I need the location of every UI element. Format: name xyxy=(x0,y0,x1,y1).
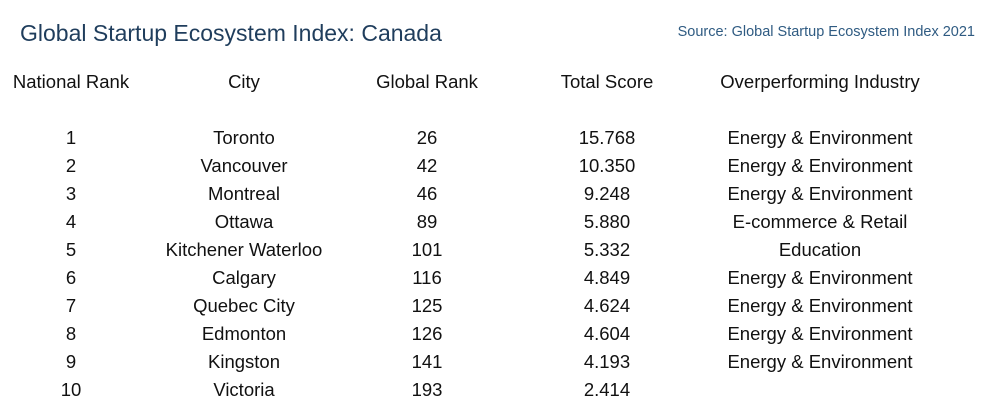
national-rank-cell: 2 xyxy=(65,155,77,176)
total-score-cell: 5.880 xyxy=(583,211,631,232)
global-rank-cell: 141 xyxy=(411,351,443,372)
city-cell: Toronto xyxy=(213,127,275,148)
total-score-cell: 4.849 xyxy=(583,267,631,288)
header-global-rank: Global Rank xyxy=(376,71,478,92)
city-cell: Victoria xyxy=(213,379,275,400)
total-score-cell: 2.414 xyxy=(583,379,631,400)
industry-cell: Energy & Environment xyxy=(727,127,913,148)
page-title: Global Startup Ecosystem Index: Canada xyxy=(20,20,442,46)
national-rank-cell: 9 xyxy=(65,351,77,372)
header-city: City xyxy=(228,71,260,92)
national-rank-cell: 3 xyxy=(65,183,77,204)
header-total-score: Total Score xyxy=(560,71,654,92)
industry-cell: Energy & Environment xyxy=(727,351,913,372)
national-rank-cell: 8 xyxy=(65,323,77,344)
total-score-cell: 4.604 xyxy=(583,323,631,344)
global-rank-cell: 26 xyxy=(416,127,438,148)
city-cell: Ottawa xyxy=(214,211,274,232)
city-cell: Edmonton xyxy=(201,323,287,344)
total-score-cell: 10.350 xyxy=(578,155,636,176)
city-cell: Kingston xyxy=(208,351,280,372)
national-rank-cell: 10 xyxy=(60,379,82,400)
global-rank-cell: 46 xyxy=(416,183,438,204)
header-industry: Overperforming Industry xyxy=(720,71,920,92)
total-score-cell: 5.332 xyxy=(583,239,631,260)
global-rank-cell: 42 xyxy=(416,155,438,176)
industry-cell: Energy & Environment xyxy=(727,323,913,344)
global-rank-cell: 193 xyxy=(411,379,443,400)
city-cell: Montreal xyxy=(208,183,280,204)
global-rank-cell: 116 xyxy=(412,267,442,288)
global-rank-cell: 126 xyxy=(411,323,443,344)
industry-cell: Energy & Environment xyxy=(727,295,913,316)
national-rank-cell: 5 xyxy=(65,239,77,260)
industry-cell: Energy & Environment xyxy=(727,267,913,288)
national-rank-cell: 6 xyxy=(65,267,77,288)
industry-cell: Energy & Environment xyxy=(727,183,913,204)
table-row: 8 Edmonton 126 4.604 Energy & Environmen… xyxy=(0,320,1000,348)
total-score-cell: 4.193 xyxy=(583,351,631,372)
industry-cell: Education xyxy=(778,239,862,260)
table-row: 2 Vancouver 42 10.350 Energy & Environme… xyxy=(0,152,1000,180)
table-row: 1 Toronto 26 15.768 Energy & Environment xyxy=(0,124,1000,152)
national-rank-cell: 1 xyxy=(65,127,77,148)
national-rank-cell: 7 xyxy=(65,295,77,316)
industry-cell: Energy & Environment xyxy=(727,155,913,176)
global-rank-cell: 89 xyxy=(416,211,438,232)
table-row: 9 Kingston 141 4.193 Energy & Environmen… xyxy=(0,348,1000,376)
total-score-cell: 4.624 xyxy=(583,295,631,316)
industry-cell: E-commerce & Retail xyxy=(732,211,908,232)
table-row: 5 Kitchener Waterloo 101 5.332 Education xyxy=(0,236,1000,264)
city-cell: Vancouver xyxy=(200,155,288,176)
national-rank-cell: 4 xyxy=(65,211,77,232)
table-row: 4 Ottawa 89 5.880 E-commerce & Retail xyxy=(0,208,1000,236)
table-row: 10 Victoria 193 2.414 xyxy=(0,376,1000,404)
source-note: Source: Global Startup Ecosystem Index 2… xyxy=(677,24,975,40)
table-row: 3 Montreal 46 9.248 Energy & Environment xyxy=(0,180,1000,208)
city-cell: Calgary xyxy=(212,267,276,288)
total-score-cell: 9.248 xyxy=(583,183,631,204)
global-rank-cell: 125 xyxy=(411,295,443,316)
city-cell: Kitchener Waterloo xyxy=(165,239,323,260)
city-cell: Quebec City xyxy=(193,295,295,316)
table-row: 6 Calgary 116 4.849 Energy & Environment xyxy=(0,264,1000,292)
table-row: 7 Quebec City 125 4.624 Energy & Environ… xyxy=(0,292,1000,320)
total-score-cell: 15.768 xyxy=(578,127,636,148)
table-header: National Rank City Global Rank Total Sco… xyxy=(0,68,1000,96)
header-national-rank: National Rank xyxy=(12,71,130,92)
global-rank-cell: 101 xyxy=(411,239,443,260)
